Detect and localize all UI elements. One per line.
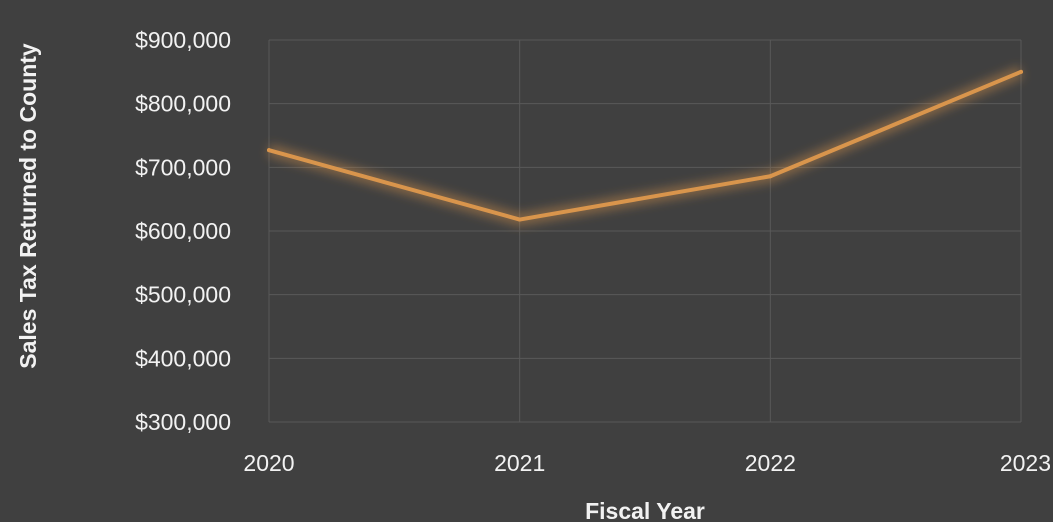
y-tick-label: $500,000 — [135, 282, 231, 308]
x-tick-label: 2020 — [243, 450, 294, 476]
y-tick-label: $800,000 — [135, 91, 231, 117]
data-point — [267, 148, 271, 153]
x-tick-label: 2023 — [1000, 450, 1051, 476]
x-axis-title: Fiscal Year — [585, 498, 705, 522]
y-tick-label: $900,000 — [135, 27, 231, 53]
tick-labels: $300,000 $400,000 $500,000 $600,000 $700,000… — [135, 27, 1051, 476]
x-tick-label: 2022 — [745, 450, 796, 476]
data-point — [1019, 69, 1023, 74]
series-line — [267, 69, 1023, 222]
data-point — [768, 174, 773, 179]
data-point — [517, 217, 522, 222]
x-tick-label: 2021 — [494, 450, 545, 476]
y-tick-label: $600,000 — [135, 218, 231, 244]
series-layer — [267, 66, 1024, 226]
y-axis-title: Sales Tax Returned to County — [15, 43, 41, 369]
y-tick-label: $400,000 — [135, 345, 231, 371]
y-tick-label: $300,000 — [135, 409, 231, 435]
gridlines — [268, 39, 1022, 423]
y-tick-label: $700,000 — [135, 154, 231, 180]
